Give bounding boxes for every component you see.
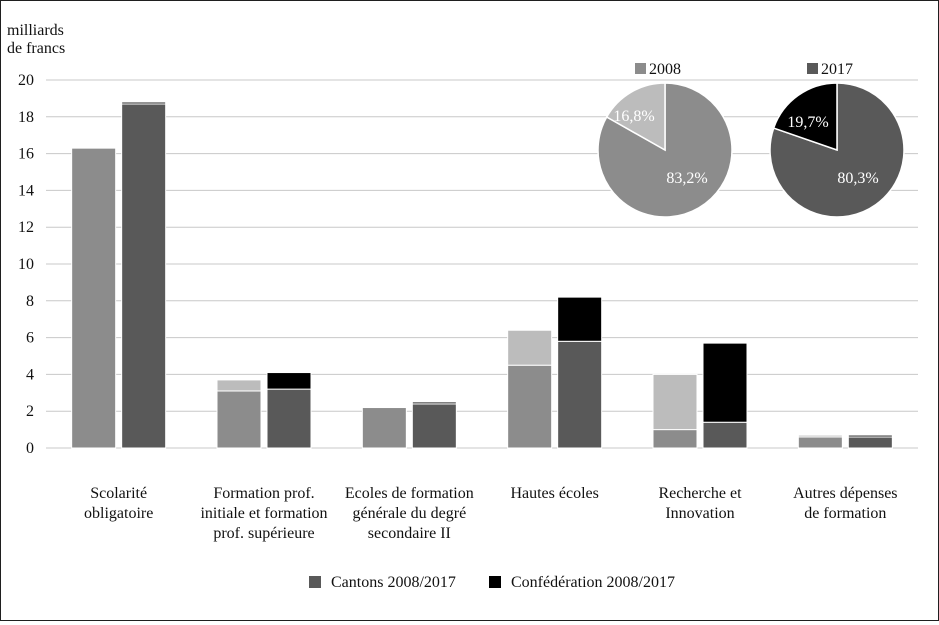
bar-cantons-2017 xyxy=(557,340,603,449)
bar-confederation-2017 xyxy=(557,296,603,342)
pie-legend-swatch xyxy=(807,63,818,74)
bar-cantons-2008 xyxy=(361,407,407,449)
bar-confederation-2008 xyxy=(361,406,407,409)
x-category-label: Ecoles de formation xyxy=(345,485,474,502)
x-category-label: secondaire II xyxy=(368,525,451,542)
bar-cantons-2017 xyxy=(266,388,312,449)
pie-legend-label: 2017 xyxy=(821,61,853,78)
y-tick-label: 8 xyxy=(26,293,34,310)
x-category-label: initiale et formation xyxy=(200,505,327,522)
pie-2017-slice xyxy=(772,82,838,152)
x-category-label: Innovation xyxy=(665,505,734,522)
pie-slice-label: 19,7% xyxy=(787,114,828,131)
x-category-label: Formation prof. xyxy=(213,485,314,502)
bar-confederation-2017 xyxy=(847,434,893,438)
y-tick-label: 18 xyxy=(18,109,34,126)
y-tick-label: 12 xyxy=(18,219,34,236)
y-tick-label: 6 xyxy=(26,330,34,347)
pie-legend-label: 2008 xyxy=(649,61,681,78)
legend-label: Cantons 2008/2017 xyxy=(331,574,456,591)
bar-confederation-2008 xyxy=(71,146,117,149)
bar-cantons-2017 xyxy=(411,403,457,449)
pie-legend-swatch xyxy=(635,63,646,74)
x-category-label: Recherche et xyxy=(658,485,742,502)
y-tick-label: 0 xyxy=(26,440,34,457)
y-unit-label: milliards xyxy=(7,22,64,39)
bar-cantons-2008 xyxy=(216,390,262,449)
pie-slice-label: 80,3% xyxy=(837,170,878,187)
x-category-label: Hautes écoles xyxy=(510,485,598,502)
bar-cantons-2008 xyxy=(71,147,117,449)
x-category-label: générale du degré xyxy=(352,505,466,522)
y-tick-label: 16 xyxy=(18,146,34,163)
bar-confederation-2017 xyxy=(702,342,748,423)
legend-swatch xyxy=(489,576,501,588)
bar-confederation-2017 xyxy=(266,372,312,390)
bar-confederation-2017 xyxy=(411,401,457,405)
legend-swatch xyxy=(309,576,321,588)
bar-confederation-2008 xyxy=(797,434,843,438)
y-tick-label: 14 xyxy=(18,182,34,199)
pie-2008-slice xyxy=(605,82,666,152)
pie-slice-label: 16,8% xyxy=(613,108,654,125)
y-unit-label: de francs xyxy=(7,40,65,57)
bar-cantons-2017 xyxy=(121,103,167,449)
y-tick-label: 20 xyxy=(18,72,34,89)
bar-cantons-2008 xyxy=(507,364,553,449)
x-category-label: Scolarité xyxy=(90,485,147,502)
x-category-label: obligatoire xyxy=(84,505,153,522)
bar-confederation-2008 xyxy=(507,329,553,366)
x-category-label: prof. supérieure xyxy=(213,525,314,542)
bar-cantons-2017 xyxy=(702,421,748,449)
legend-label: Confédération 2008/2017 xyxy=(511,574,675,591)
x-category-label: de formation xyxy=(804,505,886,522)
bar-confederation-2008 xyxy=(216,379,262,392)
pie-slice-label: 83,2% xyxy=(666,170,707,187)
bar-cantons-2008 xyxy=(797,436,843,449)
y-tick-label: 10 xyxy=(18,256,34,273)
bar-confederation-2017 xyxy=(121,101,167,105)
x-category-label: Autres dépenses xyxy=(793,485,897,502)
bar-confederation-2008 xyxy=(652,373,698,431)
bar-cantons-2008 xyxy=(652,429,698,449)
y-tick-label: 2 xyxy=(26,403,34,420)
y-tick-label: 4 xyxy=(26,366,34,383)
bar-cantons-2017 xyxy=(847,436,893,449)
